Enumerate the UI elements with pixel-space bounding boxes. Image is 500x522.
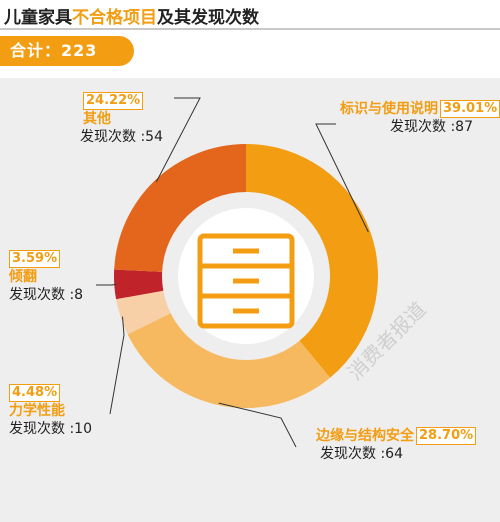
slice-count: 发现次数 :54 — [80, 129, 163, 145]
slice-percent: 3.59% — [9, 250, 61, 268]
leader-line — [109, 316, 125, 415]
slice-percent: 28.70% — [416, 427, 477, 445]
leader-line — [96, 283, 117, 286]
slice-count: 发现次数 :87 — [390, 119, 473, 135]
slice-percent: 24.22% — [83, 92, 144, 110]
slice-percent: 39.01% — [440, 100, 500, 118]
slice-name: 力学性能 — [9, 403, 65, 419]
leader-line — [218, 402, 297, 448]
drawer-cabinet-icon — [197, 233, 295, 329]
title-bar: 儿童家具不合格项目及其发现次数 — [0, 0, 500, 30]
title-suffix: 及其发现次数 — [157, 8, 259, 28]
leader-line — [315, 123, 369, 233]
leader-line — [155, 97, 201, 183]
label-labeling: 标识与使用说明 39.01% 发现次数 :87 — [340, 100, 500, 136]
donut-slice — [114, 269, 164, 300]
slice-percent: 4.48% — [9, 384, 61, 402]
donut-slice — [116, 290, 171, 335]
slice-name: 边缘与结构安全 — [316, 428, 414, 444]
label-mechanical: 4.48% 力学性能 发现次数 :10 — [9, 381, 92, 438]
slice-name: 标识与使用说明 — [340, 101, 438, 117]
slice-name: 其他 — [83, 111, 111, 127]
total-badge: 合计：223 — [0, 36, 134, 66]
donut-slice — [127, 313, 331, 409]
chart-title: 儿童家具不合格项目及其发现次数 — [4, 3, 259, 28]
slice-count: 发现次数 :10 — [9, 421, 92, 437]
donut-slice — [114, 144, 246, 272]
slice-count: 发现次数 :64 — [320, 446, 403, 462]
label-tipping: 3.59% 倾翻 发现次数 :8 — [9, 247, 83, 304]
title-highlight: 不合格项目 — [72, 8, 157, 28]
donut-hole — [178, 208, 314, 344]
donut-slice — [246, 144, 379, 378]
label-edge-structure: 边缘与结构安全 28.70% 发现次数 :64 — [316, 427, 477, 463]
title-prefix: 儿童家具 — [4, 8, 72, 28]
slice-name: 倾翻 — [9, 269, 37, 285]
label-other: 24.22% 其他 发现次数 :54 — [80, 89, 163, 146]
slice-count: 发现次数 :8 — [9, 287, 84, 303]
